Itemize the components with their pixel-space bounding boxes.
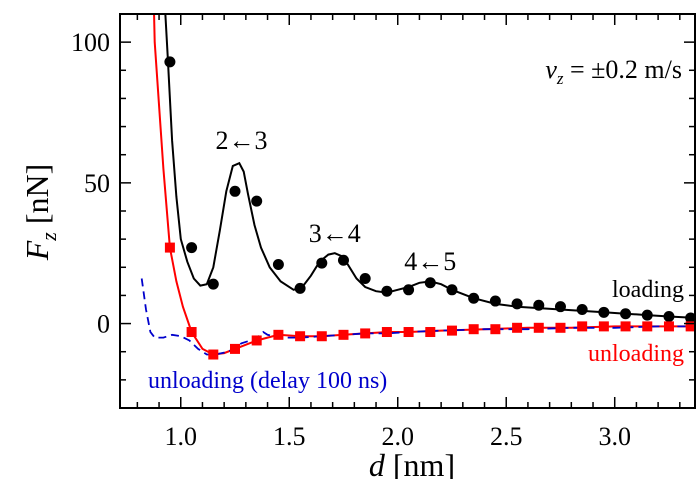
loading-point bbox=[186, 242, 198, 254]
x-axis-label: d [nm] bbox=[369, 447, 455, 479]
peak-annotation: 3←4 bbox=[309, 219, 361, 248]
unloading-point bbox=[338, 329, 349, 340]
loading-point bbox=[381, 285, 393, 297]
unloading-point bbox=[468, 324, 479, 335]
loading-point bbox=[511, 298, 523, 310]
unloading-point bbox=[598, 321, 609, 332]
loading-point bbox=[294, 282, 306, 294]
series-line-2 bbox=[140, 278, 695, 356]
x-tick-label: 2.5 bbox=[490, 422, 523, 451]
loading-point bbox=[468, 292, 480, 304]
unloading-point bbox=[512, 322, 523, 333]
unloading-point bbox=[577, 321, 588, 332]
unloading-point bbox=[251, 335, 262, 346]
loading-point bbox=[337, 254, 349, 266]
unloading-point bbox=[663, 321, 674, 332]
unloading-point bbox=[230, 343, 240, 354]
loading-point bbox=[620, 308, 632, 320]
loading-point bbox=[316, 257, 328, 269]
loading-point bbox=[403, 284, 415, 296]
loading-point bbox=[641, 309, 653, 321]
unloading-point bbox=[533, 322, 544, 333]
loading-point bbox=[554, 301, 566, 313]
unloading-point bbox=[446, 325, 457, 336]
peak-annotation: 4←5 bbox=[404, 247, 456, 276]
unloading-point bbox=[490, 324, 501, 335]
velocity-label: vz = ±0.2 m/s bbox=[545, 55, 682, 88]
loading-point bbox=[598, 306, 610, 318]
series-label-1: unloading bbox=[588, 341, 684, 367]
loading-point bbox=[272, 258, 284, 270]
x-tick-label: 3.0 bbox=[598, 422, 631, 451]
loading-point bbox=[663, 311, 675, 323]
unloading-point bbox=[685, 321, 695, 332]
loading-point bbox=[489, 295, 501, 307]
loading-point bbox=[446, 284, 458, 296]
unloading-point bbox=[316, 331, 327, 342]
unloading-point bbox=[164, 242, 175, 253]
loading-point bbox=[251, 195, 263, 207]
loading-point bbox=[685, 312, 695, 324]
unloading-point bbox=[620, 321, 631, 332]
x-tick-label: 1.5 bbox=[273, 422, 306, 451]
unloading-point bbox=[295, 331, 306, 342]
loading-point bbox=[229, 185, 241, 197]
loading-point bbox=[576, 304, 588, 315]
unloading-point bbox=[186, 327, 197, 338]
loading-point bbox=[164, 56, 176, 68]
unloading-point bbox=[273, 329, 284, 340]
unloading-point bbox=[381, 327, 392, 338]
unloading-point bbox=[403, 327, 414, 338]
peak-annotation: 2←3 bbox=[216, 126, 268, 155]
unloading-point bbox=[555, 322, 566, 333]
y-tick-label: 50 bbox=[84, 169, 110, 198]
loading-point bbox=[359, 273, 371, 285]
series-label-0: loading bbox=[612, 277, 684, 303]
loading-point bbox=[424, 277, 436, 289]
unloading-point bbox=[360, 328, 371, 339]
loading-point bbox=[207, 278, 219, 290]
x-tick-label: 1.0 bbox=[165, 422, 198, 451]
series-label-2: unloading (delay 100 ns) bbox=[148, 368, 387, 394]
unloading-point bbox=[425, 327, 436, 338]
unloading-point bbox=[642, 321, 653, 332]
y-tick-label: 100 bbox=[71, 28, 110, 57]
y-tick-label: 0 bbox=[97, 310, 110, 339]
y-axis-label: Fz[nN] bbox=[19, 164, 61, 262]
unloading-point bbox=[208, 349, 219, 360]
loading-point bbox=[533, 299, 545, 311]
x-tick-label: 2.0 bbox=[381, 422, 414, 451]
